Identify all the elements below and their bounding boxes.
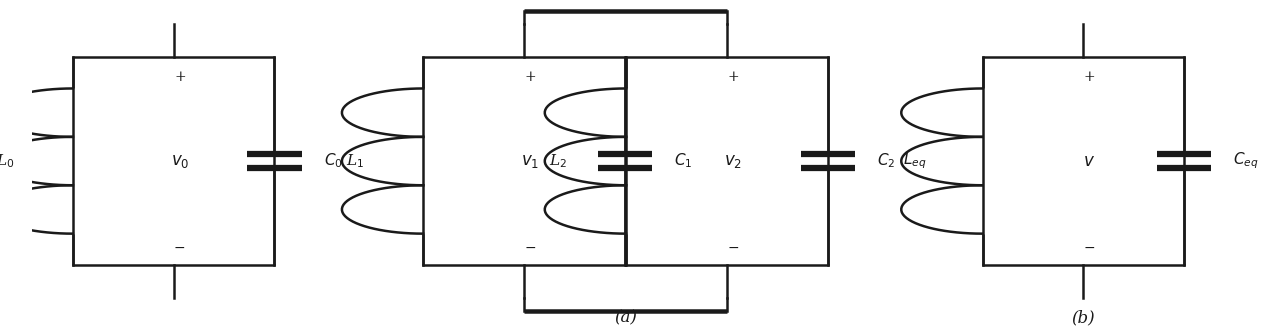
Text: $C_{eq}$: $C_{eq}$ (1233, 151, 1258, 171)
Text: +: + (173, 70, 186, 84)
Text: −: − (727, 241, 739, 255)
Text: $C_1$: $C_1$ (674, 152, 693, 170)
Text: −: − (1084, 241, 1095, 255)
Text: +: + (1084, 70, 1095, 84)
Text: L$_0$: L$_0$ (0, 152, 15, 170)
Text: (a): (a) (614, 309, 638, 326)
Text: L$_1$: L$_1$ (347, 152, 365, 170)
Text: $v_0$: $v_0$ (171, 153, 189, 170)
Text: −: − (173, 241, 186, 255)
Text: $L_{eq}$: $L_{eq}$ (903, 151, 927, 171)
Text: +: + (727, 70, 739, 84)
Text: $C_2$: $C_2$ (877, 152, 895, 170)
Text: $v$: $v$ (1084, 153, 1095, 170)
Text: −: − (524, 241, 536, 255)
Text: $v_2$: $v_2$ (724, 153, 742, 170)
Text: (b): (b) (1071, 309, 1095, 326)
Text: $v_1$: $v_1$ (522, 153, 539, 170)
Text: $C_0$: $C_0$ (324, 152, 342, 170)
Text: +: + (524, 70, 536, 84)
Text: L$_2$: L$_2$ (549, 152, 567, 170)
